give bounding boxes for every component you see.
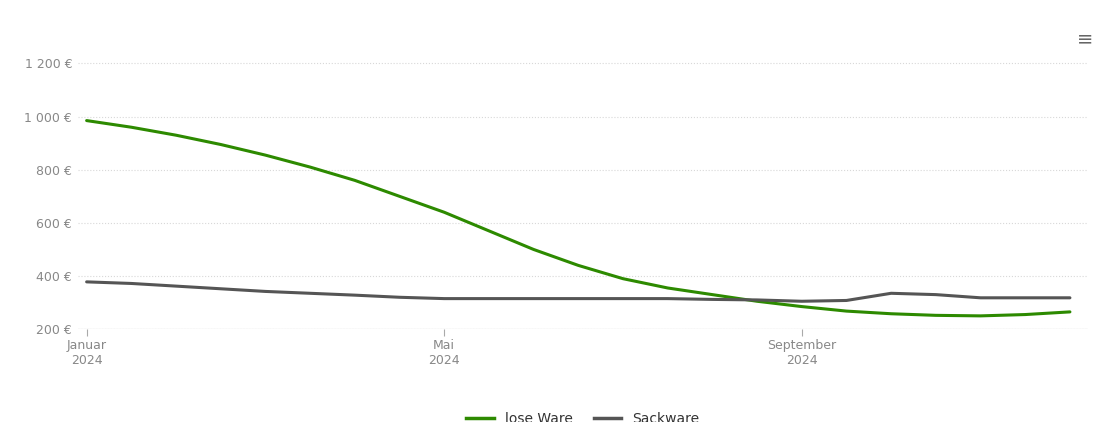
Text: ≡: ≡ (1077, 30, 1093, 49)
Legend: lose Ware, Sackware: lose Ware, Sackware (461, 406, 705, 422)
